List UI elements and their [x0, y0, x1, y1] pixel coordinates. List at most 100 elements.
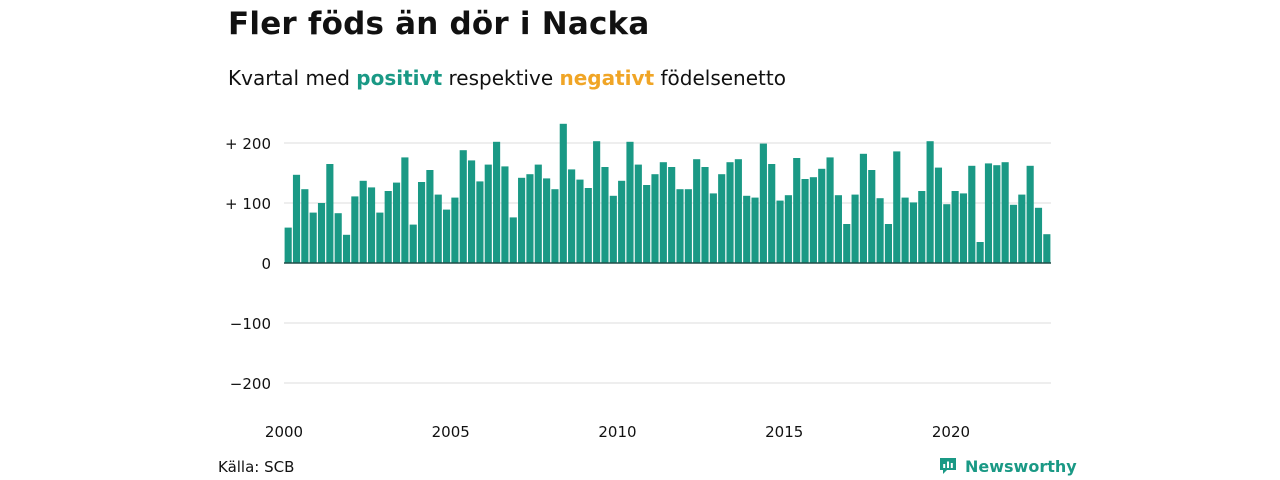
bar — [793, 158, 801, 263]
bar — [376, 212, 384, 263]
bars — [284, 123, 1051, 263]
brand-logo[interactable]: Newsworthy — [938, 456, 1077, 476]
bar — [1034, 207, 1043, 263]
bar — [367, 187, 376, 263]
bar — [859, 153, 867, 263]
bar — [543, 178, 551, 263]
bar — [443, 209, 451, 263]
bar — [868, 170, 876, 263]
y-tick-label: −200 — [230, 375, 271, 393]
bar — [943, 204, 951, 263]
bar — [409, 224, 417, 263]
bar — [709, 193, 717, 263]
bar — [993, 165, 1001, 263]
bar — [876, 198, 884, 263]
bar — [593, 141, 601, 263]
bar — [551, 189, 559, 263]
subtitle-prefix: Kvartal med — [228, 66, 350, 90]
bar-chart: + 200 + 100 0 −100 −200 2000 2005 2010 2015 2020 — [225, 123, 1051, 441]
bar — [359, 180, 367, 263]
bar — [501, 166, 509, 263]
x-tick-label: 2015 — [765, 423, 803, 441]
bar — [609, 195, 617, 263]
y-tick-label: + 200 — [225, 135, 271, 153]
bar — [901, 197, 909, 263]
bar — [676, 189, 684, 263]
bar — [634, 164, 642, 263]
bar — [951, 191, 959, 263]
bar — [834, 195, 842, 263]
bar — [384, 191, 392, 263]
bar — [651, 174, 659, 263]
bar — [718, 174, 726, 263]
bar — [334, 213, 342, 263]
bar — [743, 195, 751, 263]
x-tick-label: 2000 — [265, 423, 303, 441]
bar — [684, 189, 692, 263]
bar — [1018, 194, 1026, 263]
bar — [1043, 234, 1051, 263]
bar — [693, 159, 701, 263]
bar — [1026, 165, 1034, 263]
subtitle-positive: positivt — [356, 66, 443, 90]
chart-title: Fler föds än dör i Nacka — [228, 6, 650, 42]
bar — [893, 151, 901, 263]
subtitle-middle: respektive — [448, 66, 554, 90]
x-tick-label: 2005 — [432, 423, 470, 441]
bar — [851, 194, 859, 263]
bar — [668, 167, 676, 263]
bar — [292, 174, 301, 263]
bar — [784, 195, 792, 263]
bar — [401, 157, 409, 263]
gridlines — [284, 142, 1051, 384]
bar — [534, 164, 542, 263]
bar — [576, 179, 584, 263]
bar — [926, 141, 934, 263]
bar — [326, 164, 334, 263]
bar — [751, 197, 759, 263]
bar — [976, 242, 984, 263]
source-note: Källa: SCB — [218, 458, 295, 476]
y-tick-label: −100 — [230, 315, 271, 333]
bar — [726, 162, 734, 263]
bar — [284, 227, 292, 263]
bar — [843, 224, 851, 263]
bar — [918, 191, 926, 263]
bar — [342, 234, 351, 263]
bar — [568, 169, 576, 263]
bar — [968, 165, 976, 263]
bar — [809, 177, 817, 263]
bar — [626, 141, 634, 263]
y-tick-label: + 100 — [225, 195, 271, 213]
bar — [909, 202, 918, 263]
bar — [601, 167, 609, 263]
bar — [417, 182, 426, 263]
bar — [884, 224, 892, 263]
bar — [392, 182, 401, 263]
bar — [643, 185, 651, 263]
bar — [301, 189, 309, 263]
bar — [776, 200, 784, 263]
bar — [518, 177, 526, 263]
bar — [468, 160, 476, 263]
subtitle-negative: negativt — [559, 66, 655, 90]
x-tick-label: 2010 — [598, 423, 636, 441]
bar — [459, 150, 467, 263]
bar — [426, 170, 434, 263]
bar — [451, 197, 459, 263]
bar — [351, 196, 359, 263]
chart-subtitle: Kvartal med positivt respektive negativt… — [228, 66, 786, 90]
bar — [659, 162, 667, 263]
bar — [826, 157, 834, 263]
bar — [818, 168, 826, 263]
newsworthy-logo-icon — [940, 458, 956, 474]
bar — [1001, 162, 1009, 263]
bar — [734, 159, 742, 263]
bar — [801, 179, 809, 263]
bar — [934, 167, 943, 263]
bar — [701, 167, 709, 263]
subtitle-suffix: födelsenetto — [660, 66, 786, 90]
y-tick-label: 0 — [261, 255, 271, 273]
bar — [1009, 204, 1018, 263]
axes: + 200 + 100 0 −100 −200 2000 2005 2010 2015 2020 — [225, 135, 1051, 441]
